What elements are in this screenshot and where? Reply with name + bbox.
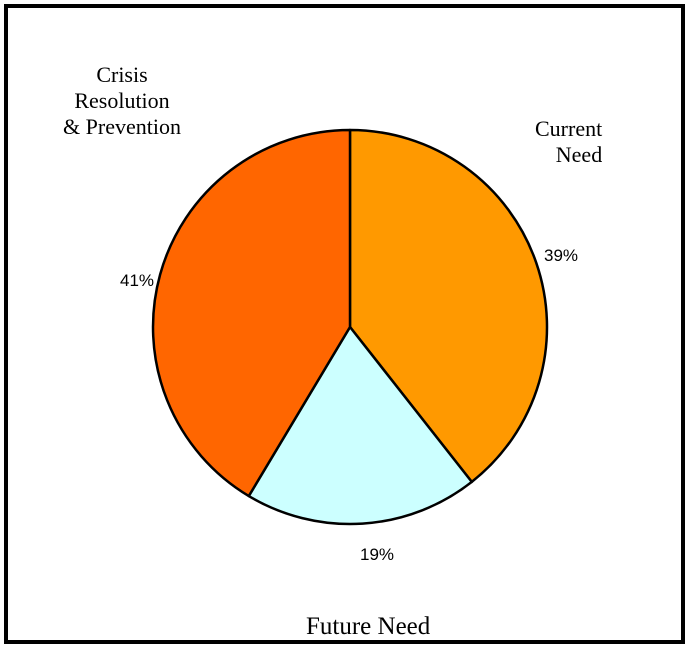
category-label-current-need: Current Need	[535, 116, 603, 167]
slice-current-need	[348, 128, 549, 484]
data-label-crisis-resolution: 41%	[120, 271, 155, 290]
slice-future-need	[247, 325, 474, 526]
category-label-future-need: Future Need	[306, 613, 431, 640]
category-label-crisis-resolution: Crisis Resolution & Prevention	[63, 62, 181, 139]
slice-crisis-resolution	[151, 128, 352, 498]
data-label-current-need: 39%	[544, 246, 579, 265]
data-label-future-need: 19%	[360, 545, 395, 564]
